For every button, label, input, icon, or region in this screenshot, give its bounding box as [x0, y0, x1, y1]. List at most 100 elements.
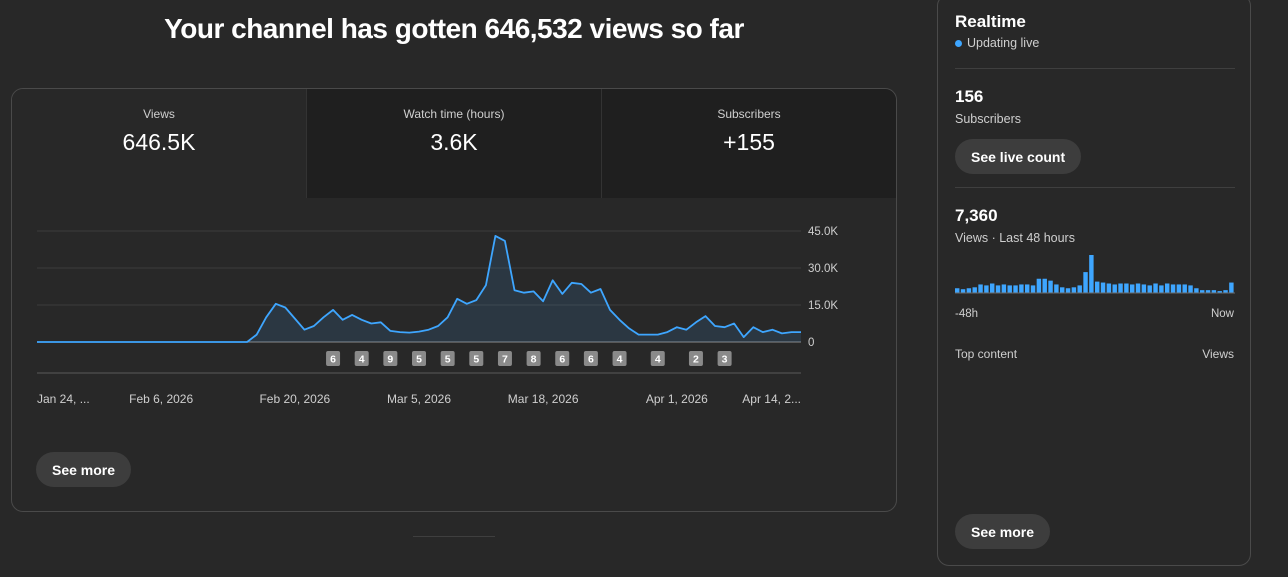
- realtime-bar: [1077, 285, 1082, 293]
- upload-marker: [469, 351, 484, 366]
- upload-marker: [650, 351, 665, 366]
- realtime-bar: [990, 283, 995, 293]
- upload-marker-label: 4: [655, 354, 661, 366]
- realtime-axis-end: Now: [1210, 308, 1234, 320]
- x-tick-label: Mar 5, 2026: [387, 392, 451, 406]
- x-tick-label: Apr 14, 2...: [742, 392, 801, 406]
- realtime-bar: [995, 285, 1001, 293]
- y-tick-label: 15.0K: [808, 300, 838, 312]
- realtime-subscribers-count: 156: [955, 87, 984, 106]
- realtime-views-bar-chart: [955, 255, 1235, 294]
- see-live-count-button[interactable]: See live count: [955, 139, 1082, 174]
- upload-marker: [526, 351, 541, 366]
- realtime-bar: [1130, 284, 1135, 293]
- realtime-bar: [1083, 272, 1088, 293]
- realtime-bar: [1200, 290, 1205, 293]
- upload-marker-label: 5: [416, 354, 422, 366]
- x-tick-label: Feb 20, 2026: [259, 392, 330, 406]
- see-more-button[interactable]: See more: [36, 452, 132, 487]
- realtime-bar: [966, 288, 972, 293]
- realtime-status: Updating live: [955, 36, 1039, 50]
- realtime-bar: [1060, 287, 1065, 293]
- realtime-bar: [1135, 283, 1141, 293]
- upload-marker: [583, 351, 598, 366]
- realtime-bar: [1036, 278, 1042, 293]
- realtime-bar: [955, 288, 960, 293]
- tab-subscribers-label: Subscribers: [717, 107, 781, 121]
- realtime-bar: [978, 284, 983, 293]
- divider: [955, 187, 1235, 188]
- page-title: Your channel has gotten 646,532 views so…: [164, 13, 744, 44]
- realtime-bar: [1159, 285, 1164, 293]
- tab-subscribers-value: +155: [723, 129, 775, 155]
- tab-views-label: Views: [143, 107, 175, 121]
- realtime-bar: [1100, 282, 1106, 293]
- realtime-bar: [1106, 283, 1112, 293]
- tab-views-value: 646.5K: [122, 129, 196, 155]
- upload-marker-label: 4: [617, 354, 623, 366]
- metric-tabs: Views 646.5K Watch time (hours) 3.6K Sub…: [12, 89, 896, 198]
- live-dot-icon: [955, 39, 962, 47]
- views-area: [37, 235, 801, 342]
- realtime-bar: [1170, 284, 1176, 293]
- realtime-bar: [1054, 284, 1059, 293]
- upload-marker-label: 4: [359, 354, 365, 366]
- realtime-bar: [1112, 284, 1117, 293]
- realtime-bar: [1089, 255, 1094, 293]
- upload-marker-label: 8: [531, 354, 537, 366]
- realtime-bar: [1211, 290, 1217, 293]
- divider: [955, 68, 1235, 69]
- realtime-see-more-button[interactable]: See more: [955, 514, 1051, 549]
- realtime-bar: [1042, 278, 1047, 293]
- realtime-subscribers-label: Subscribers: [955, 112, 1021, 126]
- realtime-title: Realtime: [955, 12, 1026, 31]
- upload-marker-label: 6: [559, 354, 565, 366]
- tab-watch-time-label: Watch time (hours): [403, 107, 505, 121]
- y-tick-label: 30.0K: [808, 263, 838, 275]
- realtime-bar: [1124, 283, 1129, 293]
- realtime-bar: [1194, 288, 1199, 293]
- upload-marker-label: 6: [588, 354, 594, 366]
- realtime-bar: [1118, 283, 1123, 293]
- realtime-bar: [1176, 284, 1182, 293]
- x-tick-label: Jan 24, ...: [37, 392, 90, 406]
- tab-watch-time[interactable]: Watch time (hours) 3.6K: [306, 89, 601, 198]
- realtime-card: Realtime Updating live 156 Subscribers S…: [937, 0, 1251, 566]
- top-content-metric: Views: [1202, 347, 1234, 361]
- realtime-bar: [1165, 283, 1170, 293]
- realtime-bar: [1019, 284, 1024, 293]
- realtime-bar: [1205, 290, 1211, 293]
- upload-marker-label: 2: [693, 354, 699, 366]
- views-line-chart: 45.0K 30.0K 15.0K 0 6 4 9 5 5 5 7 8 6 6 4 4 2 3 Jan 24, ..…: [37, 226, 838, 406]
- upload-marker: [497, 351, 512, 366]
- realtime-bar: [1001, 284, 1007, 293]
- realtime-status-text: Updating live: [967, 36, 1040, 50]
- channel-metrics-card: Views 646.5K Watch time (hours) 3.6K Sub…: [11, 88, 897, 512]
- realtime-bar: [1065, 288, 1071, 293]
- realtime-bar: [1223, 290, 1228, 293]
- y-tick-label: 45.0K: [808, 226, 838, 238]
- realtime-bar: [972, 287, 977, 293]
- upload-marker-label: 3: [722, 354, 728, 366]
- realtime-bar: [1048, 280, 1053, 293]
- views-series-line: [37, 235, 801, 343]
- realtime-bar: [1182, 284, 1187, 293]
- upload-marker-label: 5: [445, 354, 451, 366]
- top-content-label: Top content: [955, 347, 1018, 361]
- realtime-bar: [1030, 285, 1036, 293]
- realtime-views-label: Views · Last 48 hours: [955, 231, 1075, 245]
- realtime-bar: [984, 285, 989, 293]
- upload-marker: [555, 351, 570, 366]
- realtime-bar: [1013, 285, 1018, 293]
- upload-marker: [412, 351, 426, 366]
- upload-marker: [688, 351, 703, 366]
- tab-views[interactable]: Views 646.5K: [12, 89, 306, 198]
- x-tick-label: Feb 6, 2026: [129, 392, 193, 406]
- tab-subscribers[interactable]: Subscribers +155: [601, 89, 896, 198]
- divider: [413, 536, 495, 537]
- upload-marker-label: 7: [502, 354, 508, 366]
- realtime-bar: [1147, 285, 1152, 293]
- x-tick-label: Apr 1, 2026: [646, 392, 708, 406]
- realtime-bar: [1141, 284, 1147, 293]
